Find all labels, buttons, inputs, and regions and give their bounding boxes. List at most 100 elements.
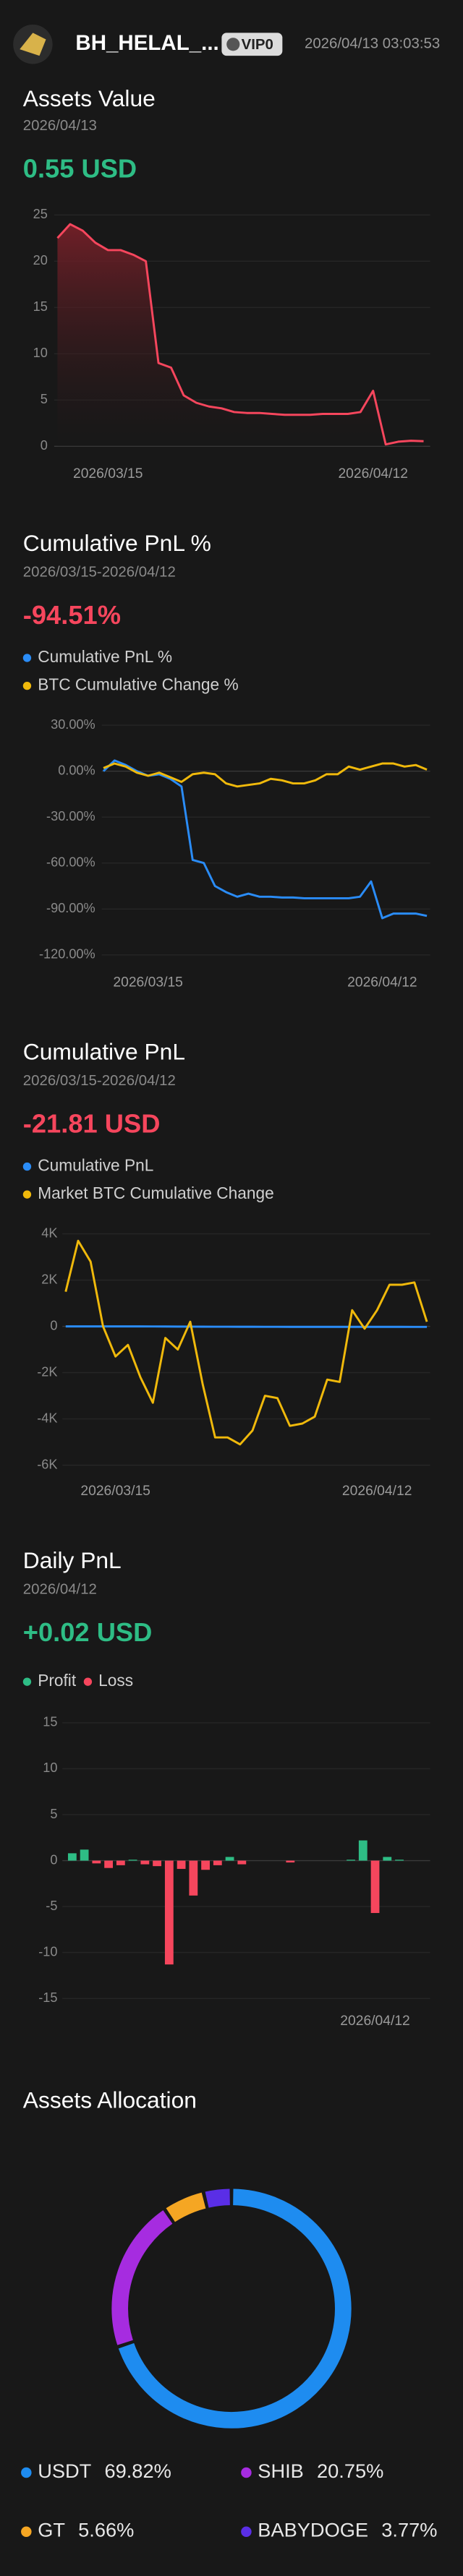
legend-label: Cumulative PnL [38,1156,153,1175]
legend-label: Loss [98,1671,133,1690]
section-title: Assets Value [23,85,156,111]
x-tick-label: 2026/03/15 [113,975,183,990]
legend-entry: USDT 69.82% [38,2460,171,2482]
bar [286,1860,295,1863]
y-tick-label: 0 [41,438,48,453]
donut-segment [205,2188,231,2208]
y-tick-label: -10 [38,1944,57,1959]
timestamp: 2026/04/13 03:03:53 [305,36,440,52]
bar [80,1849,89,1861]
vip-icon [226,38,240,51]
bar [237,1860,247,1865]
legend-value: 69.82% [104,2460,171,2482]
legend-label: GT [38,2519,65,2541]
y-tick-label: -30.00% [46,809,95,823]
section-title: Assets Allocation [23,2087,197,2113]
y-tick-label: 10 [33,346,48,360]
bar [67,1853,77,1861]
legend-label: Market BTC Cumulative Change [38,1184,274,1202]
x-tick-label: 2026/04/12 [342,1484,412,1499]
y-tick-label: -4K [37,1411,57,1425]
legend-label: USDT [38,2460,91,2482]
line [103,762,428,788]
y-tick-label: 0 [50,1318,57,1332]
y-tick-label: 25 [33,207,48,221]
legend-value: 20.75% [317,2460,383,2482]
x-tick-label: 2026/04/12 [338,466,408,482]
bar [104,1860,114,1868]
y-tick-label: -15 [38,1990,57,2005]
legend-marker [22,1190,32,1199]
y-tick-label: 0.00% [58,763,95,777]
donut-segment [118,2188,352,2429]
y-tick-label: -90.00% [46,901,95,915]
section-title: Cumulative PnL [23,1038,185,1064]
bar [140,1860,150,1865]
x-tick-label: 2026/04/12 [347,975,417,990]
y-tick-label: 5 [41,392,48,406]
y-tick-label: 2K [41,1272,57,1286]
legend-value: 5.66% [78,2519,134,2541]
line [102,759,428,920]
y-tick-label: -2K [37,1364,57,1379]
legend-marker [21,2467,32,2478]
bar [92,1860,101,1864]
line [56,223,424,446]
summary-value: 0.55 USD [23,154,137,184]
vip-label: VIP0 [242,37,273,53]
bar [201,1860,210,1870]
x-tick-label: 2026/04/12 [340,2014,410,2029]
legend-value: 3.77% [381,2519,437,2541]
x-tick-label: 2026/03/15 [73,466,143,482]
legend-marker [241,2526,252,2537]
area [57,224,424,447]
section-title: Cumulative PnL % [23,530,211,556]
y-tick-label: -6K [37,1457,57,1471]
summary-value: -21.81 USD [23,1108,161,1138]
avatar-icon [20,33,46,56]
bar [358,1840,368,1861]
bar [383,1857,392,1861]
x-tick-label: 2026/03/15 [80,1484,150,1499]
legend-marker [83,1677,93,1686]
y-tick-label: 15 [33,299,48,314]
bar [213,1860,222,1865]
y-tick-label: 4K [41,1225,57,1240]
username: BH_HELAL_... [75,31,218,55]
legend-label: SHIB [258,2460,304,2482]
legend-entry: BABYDOGE 3.77% [258,2519,437,2541]
vip-badge [221,33,283,56]
y-tick-label: 30.00% [51,717,95,732]
section-subtitle: 2026/04/13 [23,118,97,134]
bar [177,1860,186,1869]
legend-marker [22,1162,32,1171]
line [64,1239,428,1446]
bar [153,1860,161,1867]
y-tick-label: -120.00% [39,947,95,962]
legend-marker [22,681,32,690]
legend-entry: SHIB 20.75% [258,2460,383,2482]
legend-label: Cumulative PnL % [38,647,172,666]
bar [225,1857,234,1861]
y-tick-label: -60.00% [46,855,95,870]
y-tick-label: 15 [43,1715,57,1729]
y-tick-label: 0 [50,1852,57,1867]
bar [116,1860,125,1865]
section-subtitle: 2026/03/15-2026/04/12 [23,564,176,580]
section-title: Daily PnL [23,1547,122,1573]
donut-segment [166,2192,206,2222]
legend-label: BTC Cumulative Change % [38,675,238,694]
y-tick-label: 5 [50,1807,57,1821]
summary-value: -94.51% [23,600,121,630]
summary-value: +0.02 USD [23,1617,153,1647]
legend-label: BABYDOGE [258,2519,368,2541]
y-tick-label: 20 [33,253,48,268]
bar [164,1860,174,1965]
legend-marker [22,654,32,662]
section-subtitle: 2026/04/12 [23,1581,97,1597]
bar [189,1860,198,1896]
section-subtitle: 2026/03/15-2026/04/12 [23,1073,176,1089]
legend-marker [22,1677,32,1686]
legend-entry: GT 5.66% [38,2519,134,2541]
